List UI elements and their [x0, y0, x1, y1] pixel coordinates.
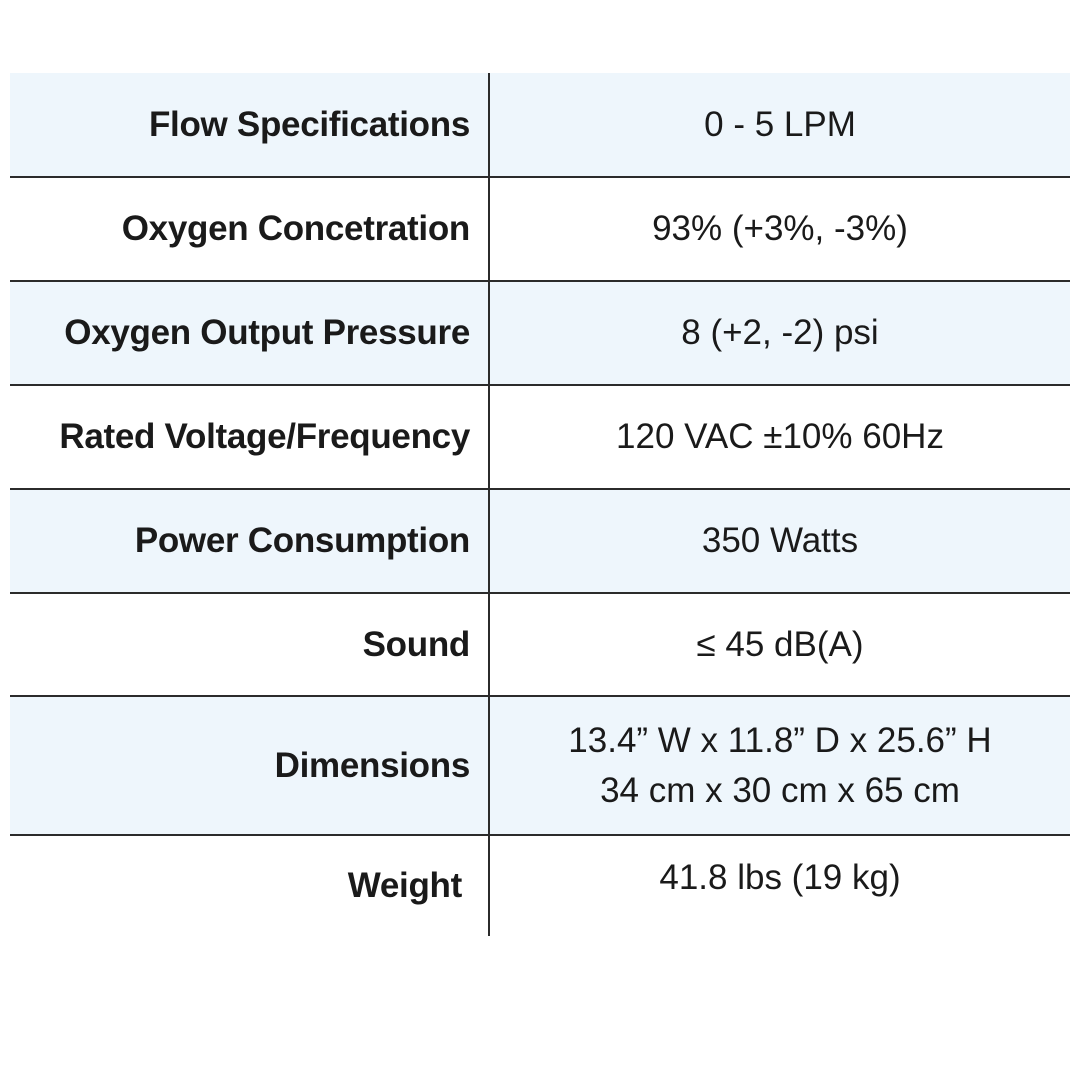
spec-value-cell: 120 VAC ±10% 60Hz [490, 386, 1070, 488]
spec-value: 350 Watts [701, 521, 859, 560]
spec-value-metric: 34 cm x 30 cm x 65 cm [600, 770, 960, 810]
spec-label: Oxygen Output Pressure [10, 282, 490, 384]
spec-label: Power Consumption [10, 490, 490, 592]
spec-row-flow: Flow Specifications 0 - 5 LPM [10, 73, 1070, 178]
spec-label: Sound [10, 594, 490, 695]
spec-table: Flow Specifications 0 - 5 LPM Oxygen Con… [10, 73, 1070, 936]
spec-value-cell: 350 Watts [490, 490, 1070, 592]
spec-row-dimensions: Dimensions 13.4” W x 11.8” D x 25.6” H 3… [10, 697, 1070, 836]
spec-value-cell: 13.4” W x 11.8” D x 25.6” H 34 cm x 30 c… [490, 697, 1070, 834]
spec-row-oxygen-pressure: Oxygen Output Pressure 8 (+2, -2) psi [10, 282, 1070, 386]
spec-label: Flow Specifications [10, 73, 490, 176]
spec-row-oxygen-concentration: Oxygen Concetration 93% (+3%, -3%) [10, 178, 1070, 282]
spec-label: Rated Voltage/Frequency [10, 386, 490, 488]
spec-value: 8 (+2, -2) psi [681, 313, 879, 352]
spec-label: Weight [10, 836, 490, 936]
spec-value-cell: 0 - 5 LPM [490, 73, 1070, 176]
spec-value-cell: 93% (+3%, -3%) [490, 178, 1070, 280]
spec-row-sound: Sound ≤ 45 dB(A) [10, 594, 1070, 697]
spec-value: 120 VAC ±10% 60Hz [616, 417, 944, 456]
spec-value: 0 - 5 LPM [704, 104, 856, 144]
spec-value: 41.8 lbs (19 kg) [659, 858, 901, 897]
spec-label: Oxygen Concetration [10, 178, 490, 280]
spec-value-imperial: 13.4” W x 11.8” D x 25.6” H [568, 720, 992, 760]
spec-label: Dimensions [10, 697, 490, 834]
spec-row-power: Power Consumption 350 Watts [10, 490, 1070, 594]
spec-value-cell: 41.8 lbs (19 kg) [490, 836, 1070, 936]
spec-value: 93% (+3%, -3%) [652, 209, 908, 248]
spec-value-cell: ≤ 45 dB(A) [490, 594, 1070, 695]
spec-row-weight: Weight 41.8 lbs (19 kg) [10, 836, 1070, 936]
spec-value: ≤ 45 dB(A) [696, 624, 864, 664]
spec-row-voltage: Rated Voltage/Frequency 120 VAC ±10% 60H… [10, 386, 1070, 490]
spec-value-cell: 8 (+2, -2) psi [490, 282, 1070, 384]
